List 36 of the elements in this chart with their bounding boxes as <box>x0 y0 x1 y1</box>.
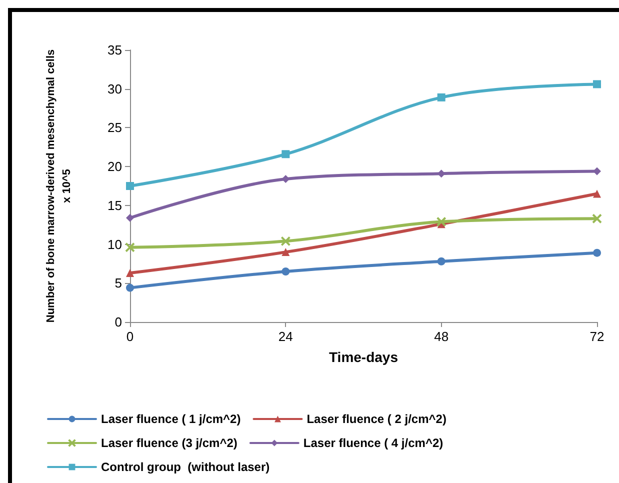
x-tick-label: 48 <box>434 329 449 344</box>
y-tick-label: 35 <box>108 42 122 58</box>
point <box>593 190 601 198</box>
x-tick-label: 24 <box>278 329 293 344</box>
point <box>280 236 291 246</box>
point <box>593 248 601 257</box>
legend-label: Control group (without laser) <box>101 460 270 474</box>
x-axis-title: Time-days <box>329 349 398 365</box>
point <box>437 93 446 102</box>
x-tick-label: 72 <box>590 329 604 344</box>
y-tick-label: 10 <box>108 236 122 252</box>
point <box>282 267 290 276</box>
point <box>126 284 134 292</box>
y-tick-label: 20 <box>108 159 122 174</box>
point <box>436 216 446 227</box>
x-tick-label: 0 <box>126 329 134 344</box>
point <box>593 80 601 88</box>
point <box>126 269 134 278</box>
point <box>437 257 446 266</box>
point <box>282 150 290 158</box>
point <box>126 182 134 190</box>
legend-label: Laser fluence ( 1 j/cm^2) <box>101 412 241 426</box>
y-tick-label: 30 <box>108 81 122 96</box>
y-tick-label: 0 <box>114 314 122 330</box>
legend-label: Laser fluence ( 2 j/cm^2) <box>306 412 446 426</box>
y-tick-label: 15 <box>108 198 122 213</box>
y-tick-label: 25 <box>108 120 122 136</box>
y-axis-title: Number of bone marrow-derived mesenchymal cells x 10^5 <box>45 49 73 323</box>
point <box>593 167 601 176</box>
point <box>125 242 135 252</box>
legend-label: Laser fluence (3 j/cm^2) <box>101 436 238 450</box>
legend-label: Laser fluence ( 4 j/cm^2) <box>303 436 444 450</box>
point <box>126 214 134 222</box>
y-tick-label: 5 <box>114 276 122 291</box>
point <box>592 214 602 224</box>
point <box>282 248 290 256</box>
